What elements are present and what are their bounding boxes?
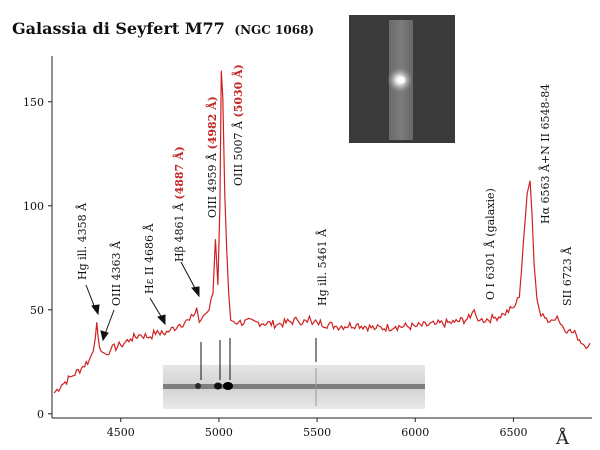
annotation-label: OIII 5007 Å <box>231 118 245 186</box>
line-annotation: Hg ill. 4358 Å <box>75 202 89 280</box>
annotation-label: OIII 4959 Å <box>205 150 219 218</box>
line-annotation: Hα 6563 Å+N II 6548-84 <box>538 84 552 224</box>
annotation-arrows <box>85 261 200 342</box>
annotation-label: Hβ 4861 Å <box>172 200 186 262</box>
chart-title: Galassia di Seyfert M77 (NGC 1068) <box>12 19 314 38</box>
x-tick-label: 5500 <box>303 426 331 439</box>
annotation-label: SII 6723 Å <box>560 246 574 306</box>
x-tick-label: 6500 <box>499 426 527 439</box>
x-tick-label: 5000 <box>205 426 233 439</box>
line-annotation: SII 6723 Å <box>560 246 574 306</box>
annotation-label: Hε II 4686 Å <box>142 223 156 294</box>
annotation-label: Hα 6563 Å+N II 6548-84 <box>538 84 552 224</box>
line-annotation: OIII 5007 Å (5030 Å) <box>231 64 245 186</box>
annotation-observed-wavelength: (4887 Å) <box>172 146 186 199</box>
x-tick-label: 6000 <box>401 426 429 439</box>
line-annotation: OIII 4363 Å <box>109 240 123 306</box>
spectrum-2d-image <box>349 15 455 143</box>
y-tick-label: 100 <box>23 200 44 213</box>
annotation-observed-wavelength: (4982 Å) <box>205 96 219 149</box>
line-annotation: Hβ 4861 Å (4887 Å) <box>172 146 186 262</box>
spectrum-strip-image <box>163 338 425 409</box>
y-ticks: 0 50 100 150 <box>23 96 52 421</box>
x-ticks: 4500 5000 5500 6000 6500 <box>107 418 527 439</box>
y-tick-label: 150 <box>23 96 44 109</box>
line-annotation: O I 6301 Å (galaxie) <box>483 188 497 300</box>
annotation-label: Hg ill. 4358 Å <box>75 202 89 280</box>
y-tick-label: 50 <box>30 304 44 317</box>
series-line <box>53 70 591 394</box>
line-annotation: OIII 4959 Å (4982 Å) <box>205 96 219 218</box>
y-tick-label: 0 <box>37 408 44 421</box>
annotation-label: OIII 4363 Å <box>109 240 123 306</box>
line-annotation: Hε II 4686 Å <box>142 223 156 294</box>
annotation-label: Hg ill. 5461 Å <box>315 228 329 306</box>
chart-title-main: Galassia di Seyfert M77 <box>12 19 225 38</box>
annotation-label: O I 6301 Å (galaxie) <box>483 188 497 300</box>
chart-title-suffix: (NGC 1068) <box>234 23 314 37</box>
line-annotations: Hg ill. 4358 Å OIII 4363 Å Hε II 4686 Å Hβ … <box>75 64 574 306</box>
x-tick-label: 4500 <box>107 426 135 439</box>
annotation-observed-wavelength: (5030 Å) <box>231 64 245 117</box>
x-axis-unit: Å <box>555 427 570 449</box>
line-annotation: Hg ill. 5461 Å <box>315 228 329 306</box>
